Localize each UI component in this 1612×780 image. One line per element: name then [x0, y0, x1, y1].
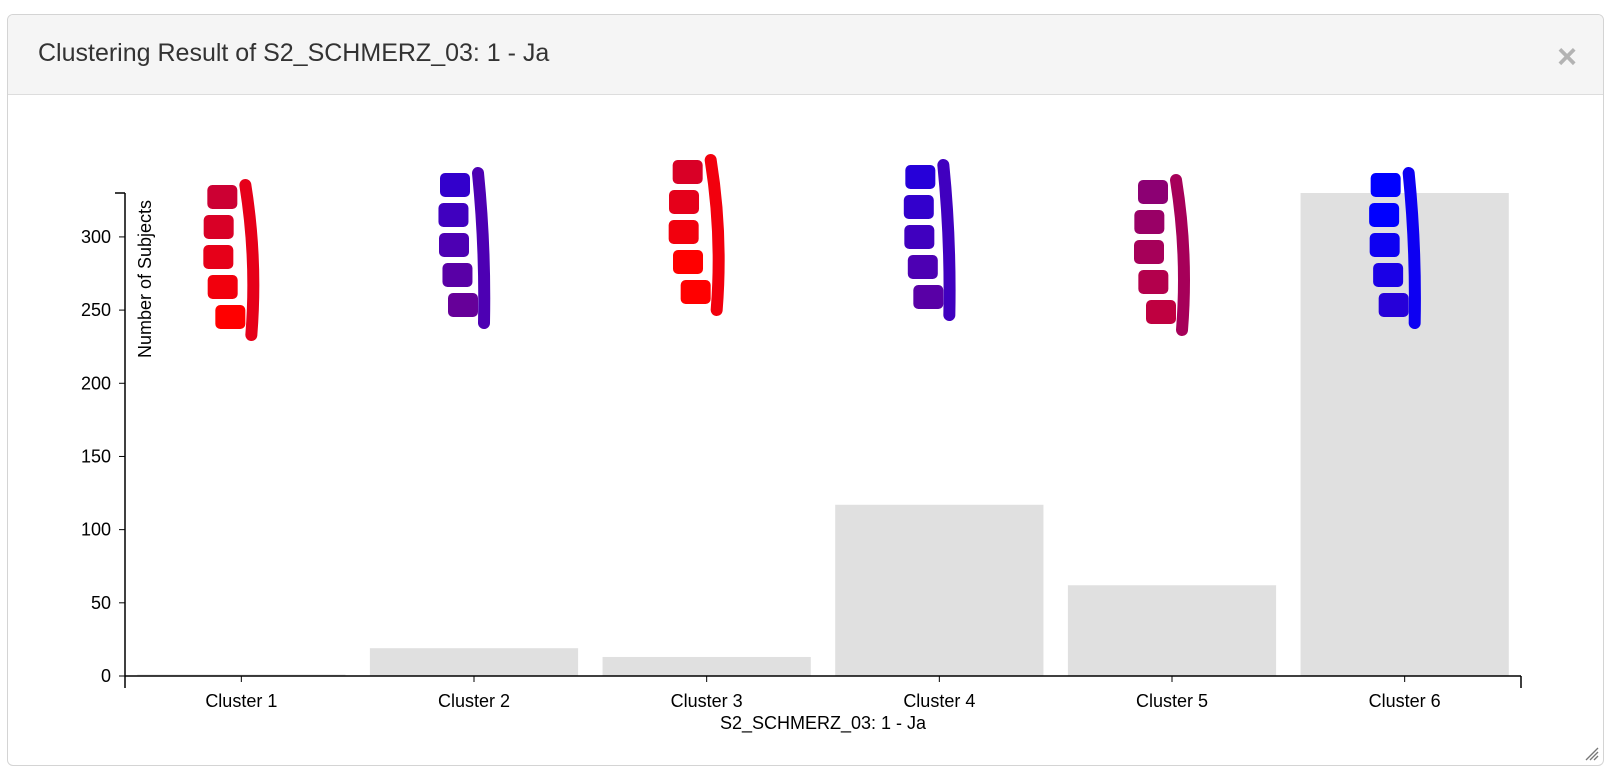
y-tick-label: 0 [101, 666, 111, 686]
x-tick-label: Cluster 2 [438, 691, 510, 711]
bar-3[interactable] [602, 656, 811, 676]
dialog-header: Clustering Result of S2_SCHMERZ_03: 1 - … [8, 15, 1603, 95]
y-tick-label: 200 [81, 373, 111, 393]
spine-shape-icon [903, 159, 956, 321]
spine-shape-icon [668, 154, 725, 316]
y-tick-label: 150 [81, 446, 111, 466]
spine-shape-icon [1369, 167, 1421, 329]
spine-shape-icon [1134, 174, 1190, 336]
clustering-dialog: Clustering Result of S2_SCHMERZ_03: 1 - … [7, 14, 1604, 766]
y-tick-label: 50 [91, 593, 111, 613]
x-tick-label: Cluster 3 [671, 691, 743, 711]
spine-shape-icon [438, 167, 491, 329]
bar-5[interactable] [1067, 585, 1277, 676]
x-axis-label: S2_SCHMERZ_03: 1 - Ja [720, 713, 927, 734]
x-tick-label: Cluster 1 [205, 691, 277, 711]
y-tick-label: 300 [81, 227, 111, 247]
bar-2[interactable] [369, 648, 579, 676]
resize-grip-icon[interactable] [1583, 745, 1599, 761]
spine-shape-icon [203, 179, 260, 341]
y-tick-label: 250 [81, 300, 111, 320]
y-axis-label: Number of Subjects [135, 200, 155, 358]
y-tick-label: 100 [81, 520, 111, 540]
x-tick-label: Cluster 4 [903, 691, 975, 711]
bar-6[interactable] [1300, 193, 1509, 676]
dialog-title: Clustering Result of S2_SCHMERZ_03: 1 - … [38, 39, 550, 67]
bar-4[interactable] [835, 504, 1044, 676]
bar-chart: Cluster 1 Cluster 2 Cluster 3 Cluster 4 Clus… [81, 154, 1522, 734]
close-icon[interactable]: × [1557, 38, 1577, 76]
x-tick-label: Cluster 6 [1369, 691, 1441, 711]
x-tick-label: Cluster 5 [1136, 691, 1208, 711]
